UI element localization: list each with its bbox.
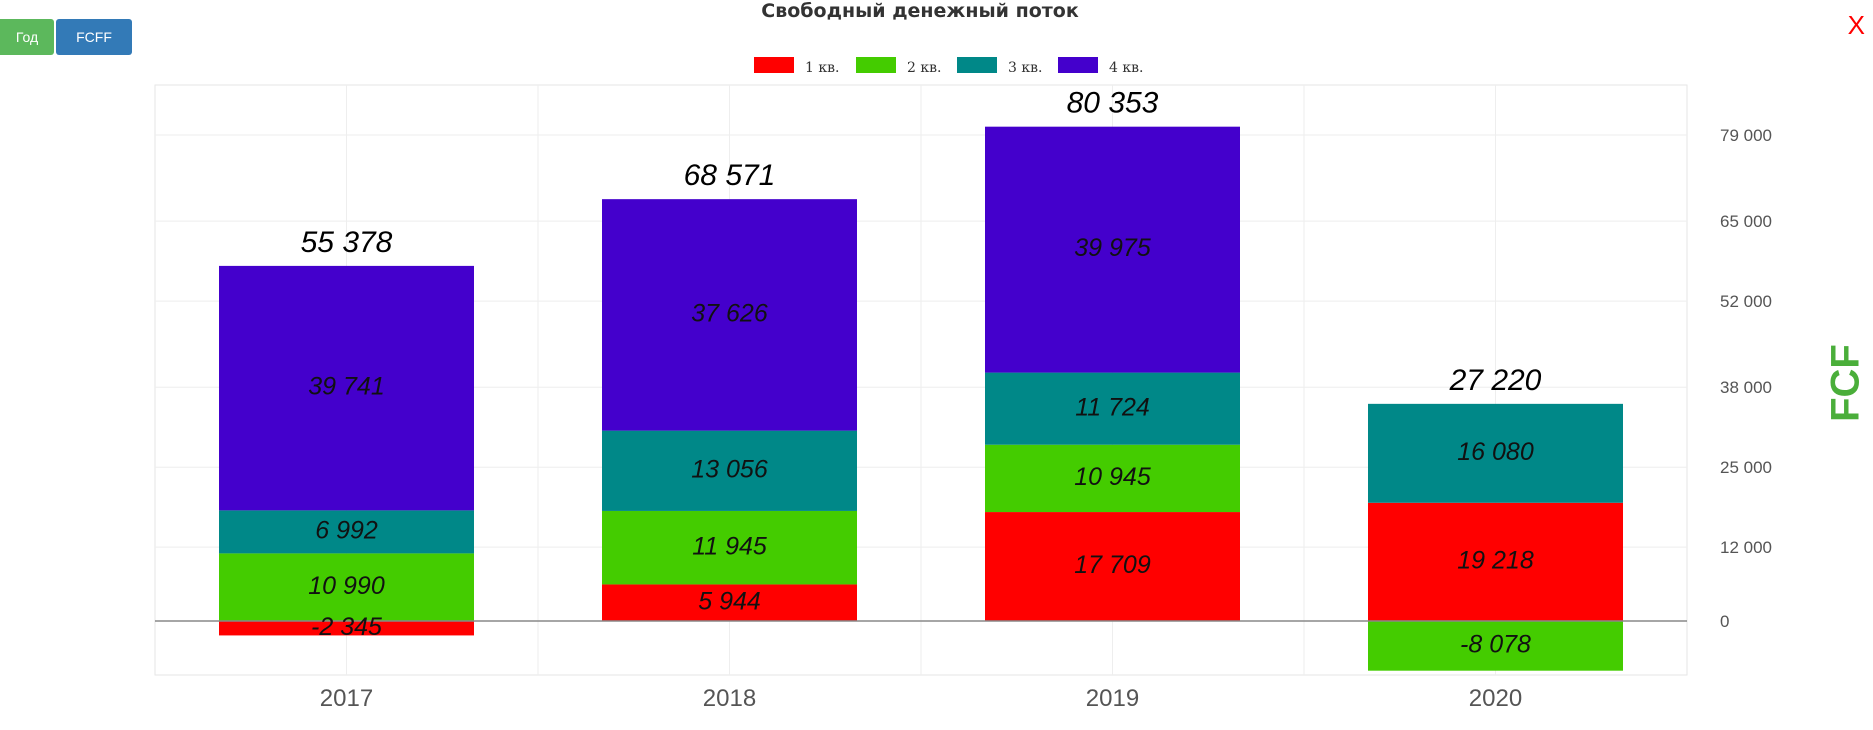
- chart-title: Свободный денежный поток: [761, 0, 1079, 22]
- total-label: 27 220: [1449, 364, 1542, 397]
- bar-segment: [985, 372, 1240, 445]
- data-label: 6 992: [315, 516, 378, 544]
- axes: 0 12 000 25 000 38 000 52 000 65 000 79 000 201…: [155, 126, 1772, 712]
- data-label: -2 345: [311, 613, 382, 641]
- year-button[interactable]: Год: [0, 19, 54, 55]
- bar-segment: [602, 584, 857, 621]
- fcff-button[interactable]: FCFF: [56, 19, 132, 55]
- data-label: 39 975: [1074, 234, 1151, 262]
- total-label: 68 571: [684, 159, 776, 192]
- legend-swatch: [856, 57, 896, 73]
- bars: [219, 126, 1623, 671]
- legend-label: 2 кв.: [907, 60, 941, 76]
- legend-label: 1 кв.: [805, 60, 839, 76]
- bar-segment: [602, 199, 857, 431]
- bar-segment: [602, 510, 857, 585]
- y-axis-label: FCF: [1824, 344, 1868, 422]
- data-label: -8 078: [1460, 630, 1531, 658]
- bar-segment: [219, 265, 474, 511]
- bar-segment: [985, 512, 1240, 621]
- y-tick-label: 38 000: [1720, 378, 1772, 397]
- total-label: 55 378: [301, 226, 393, 259]
- x-tick-label: 2019: [1086, 685, 1139, 712]
- legend-swatch: [754, 57, 794, 73]
- bar-segment: [985, 444, 1240, 513]
- legend: 1 кв. 2 кв. 3 кв. 4 кв.: [754, 57, 1143, 76]
- data-label: 37 626: [691, 300, 768, 328]
- data-label: 11 724: [1075, 393, 1150, 421]
- bar-segment: [602, 430, 857, 511]
- x-tick-label: 2017: [320, 685, 373, 712]
- data-label: 13 056: [691, 455, 768, 483]
- data-label: 16 080: [1457, 438, 1534, 466]
- close-icon[interactable]: X: [1847, 10, 1865, 40]
- y-tick-label: 12 000: [1720, 538, 1772, 557]
- y-tick-label: 25 000: [1720, 458, 1772, 477]
- data-label: 19 218: [1457, 546, 1534, 574]
- data-label: 39 741: [308, 373, 384, 401]
- data-label: 10 990: [308, 572, 385, 600]
- x-tick-label: 2018: [703, 685, 756, 712]
- legend-label: 3 кв.: [1008, 60, 1042, 76]
- data-labels: -2 345 10 990 6 992 39 741 55 378 5 944 11 945…: [301, 87, 1542, 659]
- bar-segment: [1368, 502, 1623, 621]
- data-label: 5 944: [698, 587, 761, 615]
- bar-segment: [219, 510, 474, 554]
- y-tick-label: 65 000: [1720, 212, 1772, 231]
- data-label: 17 709: [1074, 551, 1151, 579]
- bar-segment: [1368, 621, 1623, 671]
- bar-segment: [1368, 403, 1623, 503]
- bar-segment: [219, 621, 474, 636]
- bar-segment: [219, 553, 474, 621]
- total-label: 80 353: [1067, 87, 1159, 120]
- data-label: 10 945: [1074, 463, 1151, 491]
- y-tick-label: 79 000: [1720, 126, 1772, 145]
- legend-swatch: [1058, 57, 1098, 73]
- data-label: 11 945: [692, 532, 767, 560]
- y-tick-label: 0: [1720, 612, 1729, 631]
- bar-segment: [985, 126, 1240, 373]
- legend-label: 4 кв.: [1109, 60, 1143, 76]
- legend-swatch: [957, 57, 997, 73]
- y-tick-label: 52 000: [1720, 292, 1772, 311]
- x-tick-label: 2020: [1469, 685, 1522, 712]
